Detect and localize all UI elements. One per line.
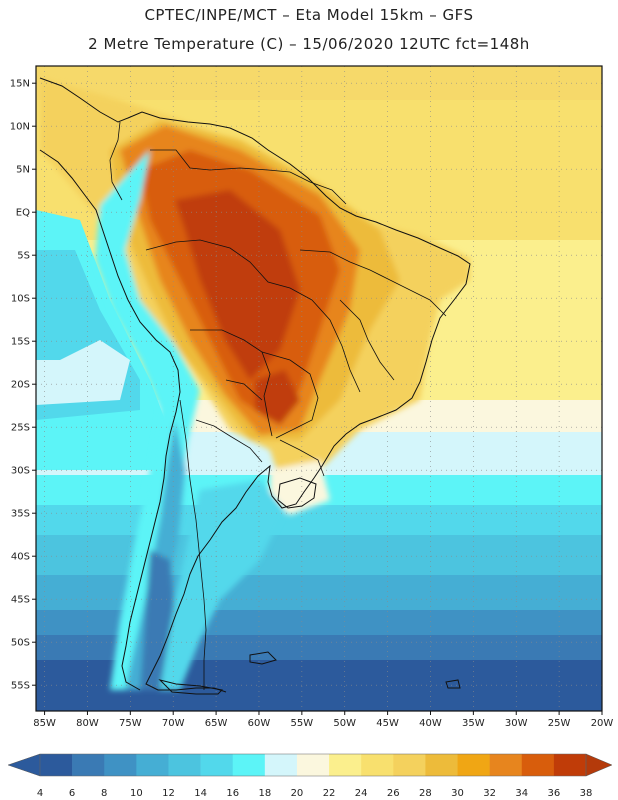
- colorbar-tick-label: 30: [451, 788, 464, 799]
- lon-label: 55W: [291, 718, 314, 729]
- lon-label: 60W: [248, 718, 271, 729]
- lat-label: EQ: [16, 208, 30, 219]
- lon-label: 75W: [119, 718, 142, 729]
- lat-label: 15N: [10, 79, 30, 90]
- colorbar: 4 6 8 10 12 14 16 18 20 22 24 26 28 30 32 34 36 38: [7, 753, 613, 799]
- lon-label: 80W: [76, 718, 99, 729]
- colorbar-swatch: [168, 754, 201, 776]
- lon-label: 40W: [419, 718, 442, 729]
- colorbar-tick-label: 18: [258, 788, 271, 799]
- colorbar-swatch: [72, 754, 105, 776]
- chart-title-line2: 2 Metre Temperature (C) – 15/06/2020 12U…: [88, 35, 530, 53]
- colorbar-low-arrow: [7, 753, 41, 777]
- colorbar-swatch: [329, 754, 362, 776]
- colorbar-tick-label: 22: [323, 788, 336, 799]
- colorbar-swatch: [200, 754, 234, 776]
- colorbar-tick-label: 12: [162, 788, 175, 799]
- lat-label: 40S: [11, 552, 30, 563]
- map-panel: [36, 66, 602, 711]
- lat-label: 45S: [11, 595, 30, 606]
- colorbar-tick-label: 32: [483, 788, 496, 799]
- colorbar-swatch: [232, 754, 266, 776]
- chart-title-line1: CPTEC/INPE/MCT – Eta Model 15km – GFS: [144, 6, 474, 24]
- colorbar-tick-label: 4: [37, 788, 43, 799]
- map-frame: [35, 65, 603, 712]
- lon-label: 35W: [462, 718, 485, 729]
- colorbar-outline: [39, 753, 587, 777]
- colorbar-tick-label: 16: [226, 788, 239, 799]
- colorbar-swatch: [457, 754, 490, 776]
- lat-label: 10S: [11, 294, 30, 305]
- colorbar-tick-label: 24: [355, 788, 368, 799]
- colorbar-swatch: [489, 754, 523, 776]
- colorbar-tick-label: 20: [291, 788, 304, 799]
- lat-label: 30S: [11, 466, 30, 477]
- colorbar-tick-label: 36: [548, 788, 561, 799]
- lat-label: 15S: [11, 337, 30, 348]
- lon-label: 30W: [505, 718, 528, 729]
- temperature-field: [36, 66, 602, 711]
- colorbar-swatch: [40, 754, 73, 776]
- colorbar-swatch: [553, 754, 587, 776]
- lat-label: 5S: [17, 251, 30, 262]
- colorbar-tick-label: 10: [130, 788, 143, 799]
- lon-label: 65W: [205, 718, 228, 729]
- colorbar-swatch: [425, 754, 458, 776]
- lat-label: 10N: [10, 122, 30, 133]
- lon-label: 85W: [33, 718, 56, 729]
- colorbar-tick-label: 14: [194, 788, 207, 799]
- lon-label: 70W: [162, 718, 185, 729]
- lon-label: 45W: [376, 718, 399, 729]
- colorbar-tick-label: 26: [387, 788, 400, 799]
- latitude-axis: 15N 10N 5N EQ 5S 10S 15S 20S 25S 30S 35S 40S 45S 50S 5…: [10, 79, 36, 692]
- colorbar-swatch: [361, 754, 394, 776]
- colorbar-tick-label: 28: [419, 788, 432, 799]
- country-borders: [109, 121, 447, 690]
- colorbar-tick-label: 34: [515, 788, 528, 799]
- lon-label: 25W: [548, 718, 571, 729]
- colorbar-swatch: [393, 754, 426, 776]
- lat-label: 50S: [11, 638, 30, 649]
- colorbar-swatch: [104, 754, 137, 776]
- lat-label: 25S: [11, 423, 30, 434]
- longitude-axis: 85W 80W 75W 70W 65W 60W 55W 50W 45W 40W 35W 30W 25W 2…: [33, 711, 613, 729]
- colorbar-swatch: [136, 754, 169, 776]
- colorbar-tick-label: 8: [101, 788, 107, 799]
- colorbar-high-arrow: [585, 753, 613, 777]
- lat-label: 55S: [11, 681, 30, 692]
- lat-label: 35S: [11, 509, 30, 520]
- coastline: [39, 77, 471, 695]
- lat-label: 20S: [11, 380, 30, 391]
- colorbar-swatch: [264, 754, 298, 776]
- colorbar-swatch: [521, 754, 555, 776]
- colorbar-swatch: [296, 754, 330, 776]
- lat-label: 5N: [16, 165, 30, 176]
- colorbar-tick-label: 6: [69, 788, 75, 799]
- lon-label: 50W: [333, 718, 356, 729]
- lon-label: 20W: [591, 718, 614, 729]
- colorbar-tick-label: 38: [580, 788, 593, 799]
